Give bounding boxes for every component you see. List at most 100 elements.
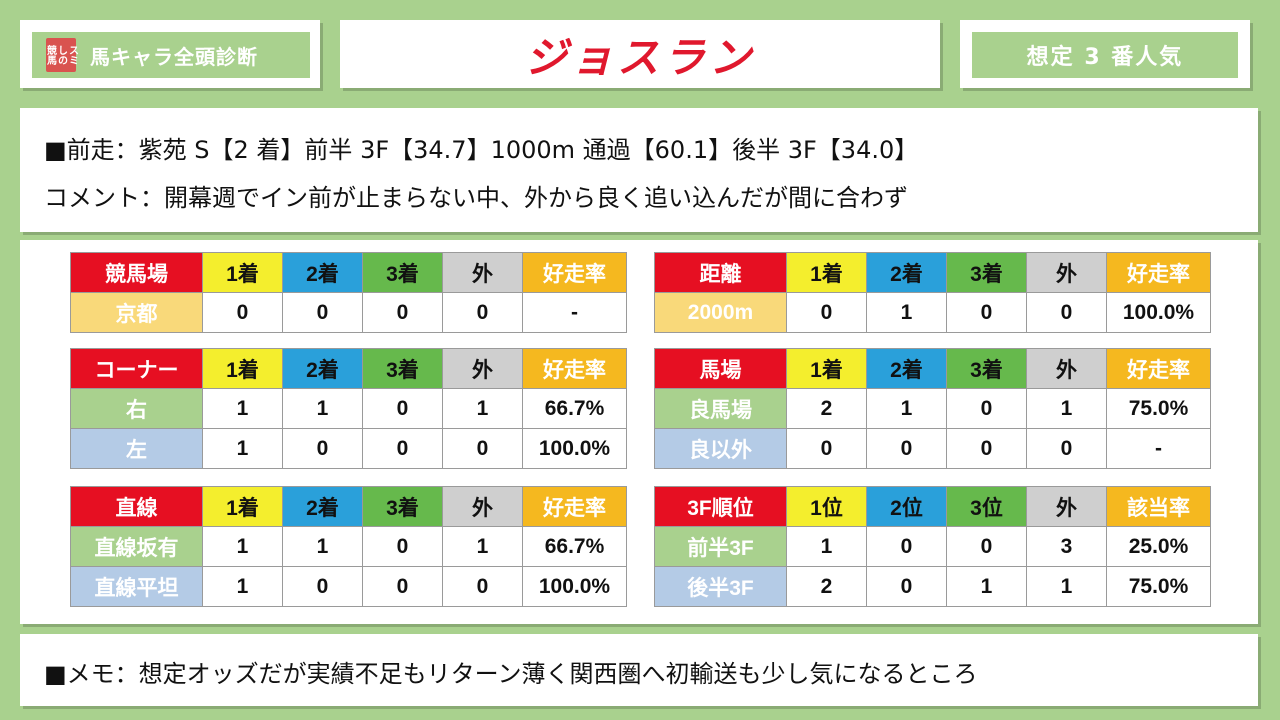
cell-value: 0 — [202, 292, 283, 333]
cell-value: 0 — [362, 292, 443, 333]
col-2nd: 2位 — [866, 486, 947, 527]
previous-race-line: ■前走：紫苑 S【2 着】前半 3F【34.7】1000m 通過【60.1】後半… — [44, 136, 919, 164]
cell-value: 0 — [866, 526, 947, 567]
col-out: 外 — [1026, 348, 1107, 389]
distance-table: 距離 1着 2着 3着 外 好走率 2000m 0 1 0 0 100.0% — [654, 252, 1211, 333]
cell-value: 1 — [282, 388, 363, 429]
rank3f-header: 3F順位 — [654, 486, 787, 527]
table-row: 直線坂有 1 1 0 1 66.7% — [70, 526, 627, 567]
col-2nd: 2着 — [282, 348, 363, 389]
col-2nd: 2着 — [282, 252, 363, 293]
cell-value: 0 — [282, 428, 363, 469]
popularity-panel: 想定 3 番人気 — [960, 20, 1250, 88]
cell-value: 3 — [1026, 526, 1107, 567]
cell-value: 1 — [202, 566, 283, 607]
memo-text: ■メモ：想定オッズだが実績不足もリターン薄く関西圏へ初輸送も少し気になるところ — [44, 660, 978, 688]
row-label: 良馬場 — [654, 388, 787, 429]
cell-rate: - — [522, 292, 627, 333]
distance-header: 距離 — [654, 252, 787, 293]
table-row: 良馬場 2 1 0 1 75.0% — [654, 388, 1211, 429]
col-1st: 1着 — [202, 486, 283, 527]
cell-rate: 66.7% — [522, 526, 627, 567]
col-out: 外 — [1026, 486, 1107, 527]
col-2nd: 2着 — [866, 252, 947, 293]
col-3rd: 3着 — [362, 486, 443, 527]
cell-rate: 75.0% — [1106, 388, 1211, 429]
table-row: 京都 0 0 0 0 - — [70, 292, 627, 333]
col-2nd: 2着 — [282, 486, 363, 527]
going-header: 馬場 — [654, 348, 787, 389]
cell-rate: 100.0% — [522, 428, 627, 469]
horse-name: ジョスラン — [524, 32, 755, 82]
rank3f-table: 3F順位 1位 2位 3位 外 該当率 前半3F 1 0 0 3 25.0% 後… — [654, 486, 1211, 607]
cell-value: 0 — [362, 428, 443, 469]
corner-header: コーナー — [70, 348, 203, 389]
cell-value: 0 — [282, 566, 363, 607]
col-1st: 1着 — [786, 252, 867, 293]
cell-value: 1 — [202, 526, 283, 567]
cell-value: 0 — [946, 428, 1027, 469]
row-label: 後半3F — [654, 566, 787, 607]
row-label: 2000m — [654, 292, 787, 333]
cell-value: 1 — [866, 388, 947, 429]
col-out: 外 — [1026, 252, 1107, 293]
cell-rate: 75.0% — [1106, 566, 1211, 607]
row-label: 直線坂有 — [70, 526, 203, 567]
cell-value: 0 — [282, 292, 363, 333]
category-badge: スミ しの 競馬 馬キャラ全頭診断 — [32, 32, 310, 78]
straight-header: 直線 — [70, 486, 203, 527]
cell-value: 1 — [442, 388, 523, 429]
col-1st: 1着 — [202, 252, 283, 293]
row-label: 前半3F — [654, 526, 787, 567]
comment-line: コメント：開幕週でイン前が止まらない中、外から良く追い込んだが間に合わず — [44, 184, 908, 212]
horse-name-panel: ジョスラン — [340, 20, 940, 88]
col-2nd: 2着 — [866, 348, 947, 389]
col-rate: 好走率 — [1106, 348, 1211, 389]
cell-value: 1 — [866, 292, 947, 333]
category-badge-label: 馬キャラ全頭診断 — [90, 44, 258, 69]
cell-value: 1 — [786, 526, 867, 567]
cell-value: 2 — [786, 566, 867, 607]
table-row: 後半3F 2 0 1 1 75.0% — [654, 566, 1211, 607]
cell-rate: - — [1106, 428, 1211, 469]
cell-rate: 25.0% — [1106, 526, 1211, 567]
row-label: 左 — [70, 428, 203, 469]
table-row: 直線平坦 1 0 0 0 100.0% — [70, 566, 627, 607]
cell-value: 0 — [442, 292, 523, 333]
memo-panel: ■メモ：想定オッズだが実績不足もリターン薄く関西圏へ初輸送も少し気になるところ — [20, 634, 1258, 706]
col-out: 外 — [442, 486, 523, 527]
site-logo-stamp: スミ しの 競馬 — [45, 38, 78, 72]
cell-value: 1 — [202, 388, 283, 429]
cell-value: 1 — [1026, 388, 1107, 429]
cell-value: 0 — [786, 428, 867, 469]
cell-value: 0 — [1026, 292, 1107, 333]
cell-value: 0 — [362, 566, 443, 607]
course-table: 競馬場 1着 2着 3着 外 好走率 京都 0 0 0 0 - — [70, 252, 627, 333]
cell-value: 0 — [866, 566, 947, 607]
cell-value: 0 — [866, 428, 947, 469]
cell-value: 0 — [362, 526, 443, 567]
cell-value: 0 — [946, 526, 1027, 567]
col-rate: 好走率 — [522, 252, 627, 293]
col-rate: 好走率 — [522, 486, 627, 527]
col-3rd: 3着 — [946, 348, 1027, 389]
col-rate: 好走率 — [522, 348, 627, 389]
cell-value: 0 — [442, 428, 523, 469]
cell-value: 2 — [786, 388, 867, 429]
col-1st: 1着 — [202, 348, 283, 389]
col-3rd: 3着 — [362, 252, 443, 293]
col-rate: 該当率 — [1106, 486, 1211, 527]
col-1st: 1位 — [786, 486, 867, 527]
col-3rd: 3着 — [946, 252, 1027, 293]
cell-rate: 66.7% — [522, 388, 627, 429]
cell-rate: 100.0% — [522, 566, 627, 607]
col-out: 外 — [442, 348, 523, 389]
cell-value: 1 — [946, 566, 1027, 607]
category-badge-panel: スミ しの 競馬 馬キャラ全頭診断 — [20, 20, 320, 88]
cell-value: 0 — [786, 292, 867, 333]
cell-value: 0 — [442, 566, 523, 607]
table-row: 良以外 0 0 0 0 - — [654, 428, 1211, 469]
row-label: 京都 — [70, 292, 203, 333]
row-label: 直線平坦 — [70, 566, 203, 607]
cell-value: 0 — [362, 388, 443, 429]
